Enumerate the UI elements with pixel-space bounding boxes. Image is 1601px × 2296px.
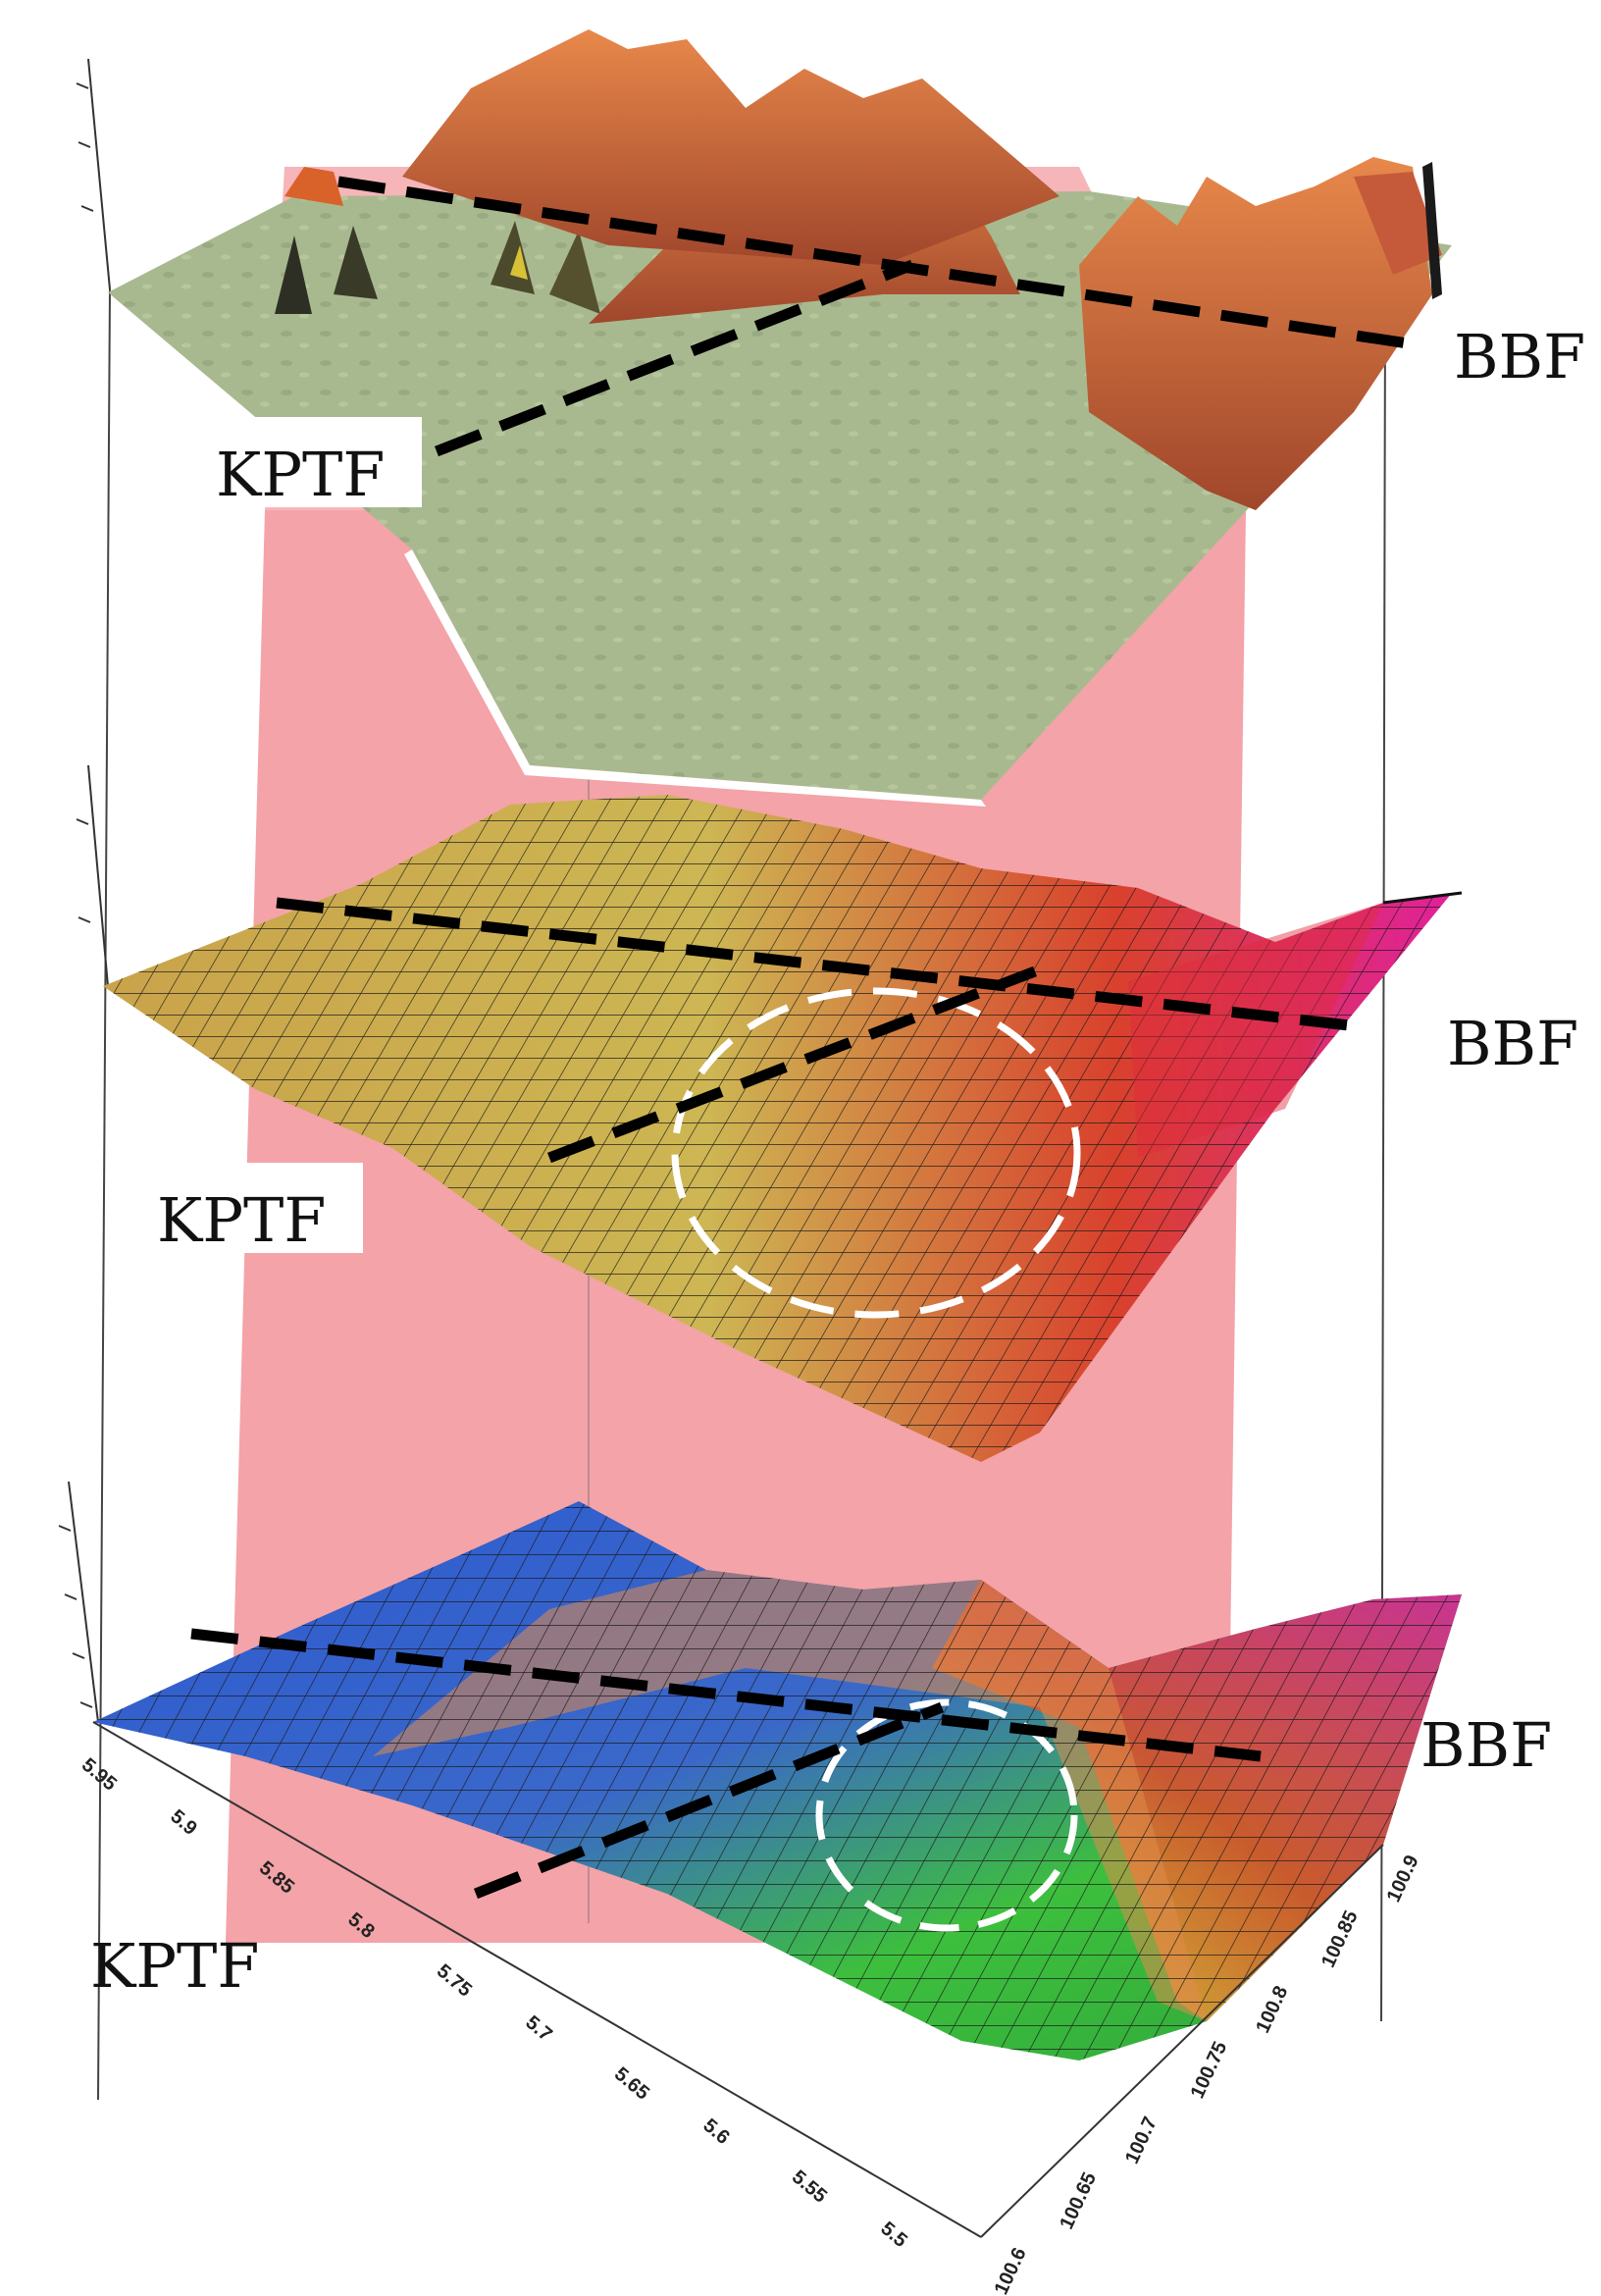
box-edge-left [97,288,111,2101]
topo-mountains [284,29,1442,510]
latitude-tick-label: 5.75 [433,1960,476,2002]
topo-hills-left [275,221,600,314]
label-bbf-2: BBF [1447,1008,1578,1079]
latitude-tick-label: 5.95 [77,1754,121,1796]
longitude-tick-label: 100.75 [1187,2038,1232,2102]
fault-line-bbf-2 [276,897,1350,1031]
latitude-tick-label: 5.6 [698,2114,733,2149]
fault-line-bbf-1 [337,176,1409,349]
anomaly-circle-2 [671,987,1081,1319]
longitude-tick-label: 100.65 [1056,2169,1101,2233]
latitude-tick-label: 5.5 [876,2218,910,2252]
fault-line-kptf-2 [547,965,1037,1164]
fault-line-kptf-1 [434,259,915,457]
longitude-tick-label: 100.6 [991,2244,1031,2296]
label-kptf-2: KPTF [157,1184,326,1256]
latitude-tick-label: 5.65 [610,2063,653,2105]
anomaly-circle-3 [815,1698,1078,1932]
longitude-tick-label: 100.7 [1121,2113,1162,2167]
latitude-tick-label: 5.9 [166,1805,200,1840]
latitude-tick-label: 5.7 [521,2011,555,2046]
panel-topography: KPTF BBF [76,29,1585,807]
panel-anomaly-mesh: KPTF BBF [76,764,1578,1462]
fault-line-bbf-3 [190,1628,1262,1762]
label-kptf-1: KPTF [216,439,385,510]
longitude-tick-label: 100.9 [1383,1852,1423,1905]
fault-line-kptf-3 [473,1701,945,1900]
longitude-tick-label: 100.85 [1317,1907,1363,1971]
latitude-tick-label: 5.55 [788,2166,831,2208]
label-kptf-3: KPTF [90,1930,259,2002]
label-bbf-3: BBF [1420,1709,1552,1781]
longitude-tick-label: 100.8 [1252,1983,1292,2037]
label-bbf-1: BBF [1454,321,1585,392]
